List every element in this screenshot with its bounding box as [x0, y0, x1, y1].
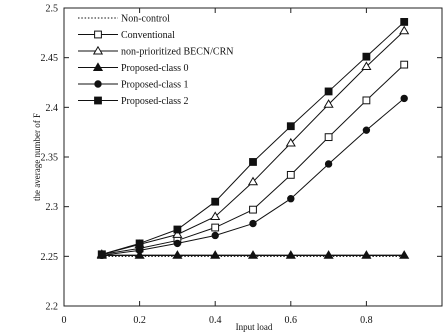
legend-label: Conventional: [121, 30, 175, 41]
x-tick-label: 0.8: [360, 315, 373, 326]
legend: Non-control Conventional non-prioritized B…: [78, 14, 234, 107]
data-point: [135, 239, 144, 248]
data-point: [247, 176, 259, 186]
legend-label: Non-control: [121, 14, 170, 25]
data-point: [362, 52, 371, 61]
data-point: [172, 250, 183, 259]
data-point: [249, 205, 257, 214]
x-tick-label: 0.6: [285, 315, 298, 326]
data-point: [323, 250, 334, 259]
legend-label: non-prioritized BECN/CRN: [121, 47, 234, 58]
legend-marker: [94, 30, 102, 39]
data-point: [97, 250, 106, 259]
legend-marker: [94, 96, 102, 105]
legend-entry: Conventional: [78, 30, 175, 41]
legend-marker: [94, 80, 102, 88]
legend-entry: Proposed-class 1: [78, 80, 189, 91]
data-point: [324, 133, 333, 142]
y-tick-label: 2.25: [41, 252, 59, 263]
x-tick-label: 0: [62, 315, 67, 326]
data-point: [210, 250, 221, 259]
data-point: [211, 223, 220, 232]
data-point: [285, 250, 296, 259]
data-point: [399, 25, 410, 35]
data-point: [361, 61, 372, 71]
data-point: [362, 96, 371, 105]
data-point: [247, 250, 259, 259]
x-axis-label: Input load: [236, 322, 273, 332]
series-5: [97, 18, 409, 259]
legend-label: Proposed-class 0: [121, 63, 189, 74]
data-point: [135, 246, 144, 255]
data-point: [361, 250, 372, 259]
data-point: [324, 160, 333, 168]
data-point: [400, 18, 409, 26]
legend-entry: Proposed-class 2: [78, 96, 189, 107]
x-tick-label: 0.2: [133, 315, 146, 326]
data-point: [173, 239, 182, 248]
legend-entry: Non-control: [78, 14, 170, 25]
series-layer: [96, 18, 410, 260]
y-tick-label: 2.2: [46, 302, 59, 313]
data-point: [400, 94, 408, 103]
legend-entry: Proposed-class 0: [78, 62, 189, 74]
data-point: [286, 170, 295, 179]
data-point: [400, 60, 409, 69]
y-tick-label: 2.35: [41, 153, 59, 164]
data-point: [286, 122, 295, 131]
legend-label: Proposed-class 2: [121, 96, 189, 107]
y-tick-label: 2.3: [46, 202, 59, 213]
x-tick-label: 0.4: [209, 315, 222, 326]
series-1: [97, 60, 409, 259]
y-axis-label: the average number of F: [32, 113, 42, 201]
legend-entry: non-prioritized BECN/CRN: [78, 45, 234, 58]
data-point: [324, 87, 333, 96]
data-point: [210, 211, 221, 221]
legend-marker: [92, 45, 104, 55]
data-point: [249, 219, 257, 228]
data-point: [134, 250, 145, 259]
data-point: [249, 158, 257, 166]
data-point: [211, 231, 219, 240]
y-tick-label: 2.4: [46, 103, 59, 114]
data-point: [399, 250, 410, 259]
legend-label: Proposed-class 1: [121, 80, 189, 91]
data-point: [362, 126, 371, 134]
data-point: [211, 197, 220, 206]
legend-marker: [92, 62, 104, 71]
y-tick-label: 2.45: [41, 53, 59, 64]
series-3: [96, 250, 410, 259]
data-point: [323, 99, 334, 108]
data-point: [285, 137, 296, 147]
data-point: [173, 225, 182, 234]
data-point: [287, 195, 295, 203]
axes: 2.2 2.25 2.3 2.35 2.4 2.45 2.5 0 0.2 0.4 0.6 0.8: [41, 4, 442, 326]
data-point: [172, 229, 183, 238]
y-tick-label: 2.5: [46, 4, 59, 15]
